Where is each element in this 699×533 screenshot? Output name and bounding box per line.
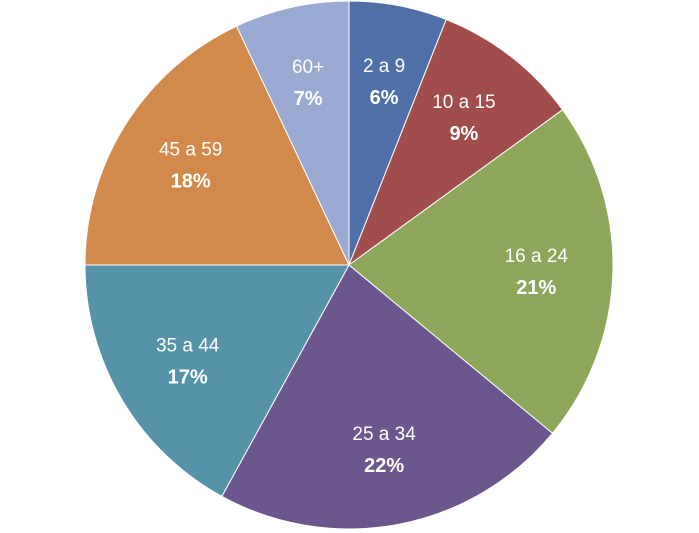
pie-slice-16-a-24: [348, 109, 614, 434]
slice-value-label: 21%: [516, 277, 556, 299]
pie-slice-60: [236, 0, 350, 266]
labels-layer: 2 a 9 6% 10 a 15 9% 16 a 24 21% 25 a 34 22% 35 a…: [156, 56, 568, 477]
slice-category-label: 16 a 24: [505, 246, 569, 267]
slice-category-label: 45 a 59: [159, 140, 222, 161]
slice-category-label: 25 a 34: [352, 424, 416, 445]
pie-slice-35-a-44: [84, 264, 350, 497]
slice-value-label: 6%: [370, 87, 399, 109]
pie-slice-25-a-34: [221, 264, 553, 530]
slice-category-label: 2 a 9: [363, 56, 405, 77]
slice-value-label: 7%: [294, 88, 323, 110]
slice-category-label: 10 a 15: [432, 92, 495, 113]
pie-slice-45-a-59: [84, 25, 350, 266]
slice-value-label: 18%: [171, 171, 211, 193]
pie-slice-10-a-15: [348, 19, 564, 266]
slice-value-label: 9%: [449, 123, 478, 145]
slice-category-label: 35 a 44: [156, 335, 220, 356]
slice-category-label: 60+: [292, 57, 324, 78]
slice-value-label: 22%: [364, 455, 404, 477]
slices-layer: [84, 0, 614, 530]
slice-value-label: 17%: [168, 366, 208, 388]
